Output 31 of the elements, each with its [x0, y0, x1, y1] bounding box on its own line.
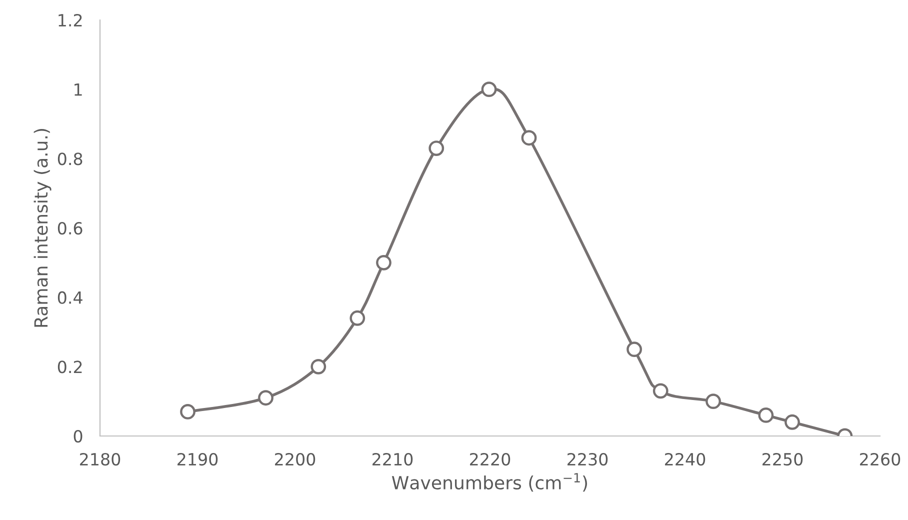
x-tick-label: 2190	[178, 452, 218, 466]
x-tick-label: 2200	[275, 452, 316, 466]
point	[626, 342, 642, 358]
point	[652, 383, 668, 399]
y-tick-label: 1	[74, 84, 82, 96]
x-tick-label: 2220	[470, 452, 510, 466]
y-tick-label: 0.6	[58, 222, 82, 235]
y-tick-label: 1.2	[58, 14, 82, 26]
point	[258, 390, 274, 406]
point	[758, 408, 774, 423]
point	[428, 140, 444, 156]
x-tick-label: 2210	[372, 452, 413, 466]
y-axis-title: Raman intensity (a.u.)	[34, 128, 52, 327]
x-tick-label: 2230	[568, 452, 608, 466]
x-tick-label: 2250	[762, 452, 803, 466]
point	[706, 394, 721, 410]
point	[481, 82, 497, 98]
x-axis-title: Wavenumbers (cm$^{−1}$)	[392, 473, 587, 492]
point	[180, 404, 196, 420]
y-tick-label: 0.2	[58, 360, 82, 374]
y-tick-label: 0.8	[58, 152, 82, 166]
point	[310, 358, 326, 374]
point	[376, 254, 392, 270]
y-tick-label: 0	[74, 430, 82, 443]
point	[350, 310, 366, 326]
x-tick-label: 2260	[860, 452, 900, 466]
x-tick-label: 2240	[665, 452, 706, 466]
x-tick-label: 2180	[80, 452, 120, 466]
point	[784, 414, 800, 430]
y-tick-label: 0.4	[58, 291, 82, 304]
point	[521, 130, 537, 146]
